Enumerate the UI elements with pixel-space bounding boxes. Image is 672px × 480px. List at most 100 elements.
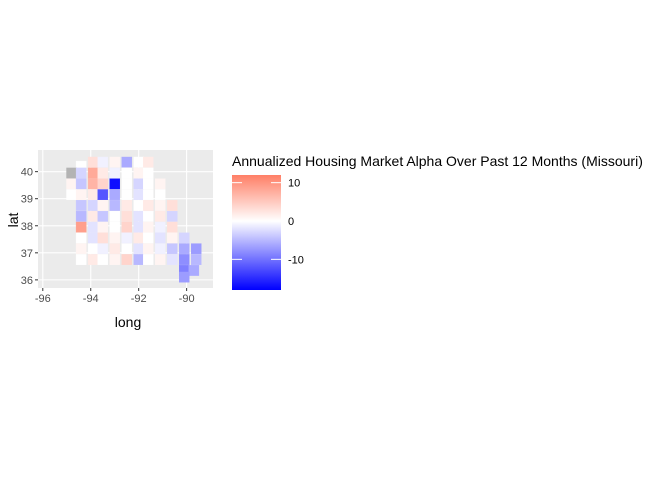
- county-region: [154, 243, 166, 255]
- county-region: [133, 254, 144, 265]
- county-region: [121, 243, 132, 255]
- county-region: [133, 221, 144, 233]
- y-tick-label: 37: [21, 248, 33, 260]
- county-region: [75, 243, 87, 255]
- x-tick-label: -90: [179, 293, 195, 305]
- county-region: [87, 167, 99, 179]
- county-region: [178, 232, 190, 244]
- legend-title: Annualized Housing Market Alpha Over Pas…: [232, 153, 643, 169]
- county-region: [97, 243, 108, 255]
- county-region: [121, 200, 132, 211]
- county-region: [166, 221, 178, 233]
- county-region: [97, 221, 108, 233]
- legend-colorbar: [232, 175, 281, 290]
- county-region: [109, 200, 120, 211]
- county-region: [133, 189, 144, 201]
- county-region: [133, 232, 144, 244]
- x-tick-label: -96: [35, 293, 51, 305]
- county-region: [97, 200, 108, 211]
- county-region: [154, 210, 166, 222]
- county-region: [166, 254, 178, 265]
- county-region: [75, 178, 87, 190]
- county-region: [121, 254, 132, 265]
- county-region: [121, 178, 132, 190]
- county-region: [109, 232, 120, 244]
- county-region: [87, 243, 99, 255]
- county-region: [133, 200, 144, 211]
- x-tick-label: -92: [131, 293, 147, 305]
- county-region: [166, 210, 178, 222]
- county-region: [142, 167, 154, 179]
- county-region: [97, 178, 108, 190]
- county-region: [142, 178, 154, 190]
- county-region: [109, 156, 120, 168]
- county-region: [75, 200, 87, 211]
- county-region: [75, 232, 87, 244]
- county-region: [188, 265, 200, 276]
- county-region: [109, 167, 120, 179]
- county-region: [75, 221, 87, 233]
- y-axis: 36 37 38 39 40: [21, 167, 38, 287]
- county-region: [121, 167, 132, 179]
- county-region: [97, 156, 108, 168]
- y-axis-title: lat: [5, 213, 21, 228]
- county-region: [109, 221, 120, 233]
- county-region: [142, 243, 154, 255]
- county-region: [142, 254, 154, 265]
- county-region: [133, 178, 144, 190]
- county-region: [109, 178, 120, 190]
- county-region: [142, 200, 154, 211]
- y-tick-label: 39: [21, 194, 33, 206]
- county-region: [178, 271, 190, 283]
- county-region: [87, 210, 99, 222]
- county-region: [97, 210, 108, 222]
- county-region: [142, 232, 154, 244]
- county-region: [121, 210, 132, 222]
- county-region: [121, 156, 132, 168]
- county-region: [133, 167, 144, 179]
- county-region: [75, 167, 87, 179]
- county-region: [142, 189, 154, 201]
- county-region: [166, 232, 178, 244]
- y-tick-label: 38: [21, 221, 33, 233]
- x-axis: -96 -94 -92 -90: [35, 288, 195, 305]
- county-region: [178, 243, 190, 255]
- county-region: [154, 178, 166, 190]
- legend-ticks: 10 0 -10: [232, 178, 304, 266]
- county-region: [75, 254, 87, 265]
- county-region: [87, 156, 99, 168]
- county-region: [178, 254, 190, 265]
- county-region: [87, 254, 99, 265]
- county-region: [142, 221, 154, 233]
- county-region: [166, 243, 178, 255]
- county-region: [75, 189, 87, 201]
- county-region: [133, 243, 144, 255]
- county-region: [97, 189, 108, 201]
- x-axis-title: long: [115, 314, 141, 330]
- county-choropleth: [66, 156, 202, 283]
- county-region: [66, 189, 77, 201]
- county-region: [97, 232, 108, 244]
- county-region: [97, 167, 108, 179]
- county-region: [87, 221, 99, 233]
- county-region: [66, 178, 77, 190]
- county-region: [166, 200, 178, 211]
- legend-tick-label: 0: [288, 216, 294, 228]
- legend-tick-label: -10: [288, 254, 304, 266]
- county-region: [109, 210, 120, 222]
- county-region: [109, 243, 120, 255]
- county-region: [190, 243, 202, 255]
- county-region: [121, 232, 132, 244]
- county-region: [133, 156, 144, 168]
- legend-tick-label: 10: [288, 178, 300, 190]
- county-region: [154, 221, 166, 233]
- county-region: [190, 254, 202, 265]
- county-region: [154, 232, 166, 244]
- county-region: [121, 189, 132, 201]
- county-region: [97, 254, 108, 265]
- county-region: [109, 254, 120, 265]
- county-region: [142, 156, 154, 168]
- county-region: [87, 189, 99, 201]
- x-tick-label: -94: [83, 293, 99, 305]
